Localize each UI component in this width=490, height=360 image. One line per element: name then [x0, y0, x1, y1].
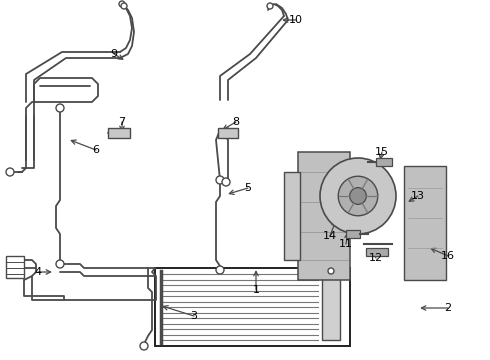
Text: 15: 15 — [375, 147, 389, 157]
Circle shape — [267, 3, 273, 9]
Circle shape — [56, 260, 64, 268]
Text: 7: 7 — [119, 117, 125, 127]
Text: 16: 16 — [441, 251, 455, 261]
Circle shape — [338, 176, 378, 216]
Bar — [284, 172, 300, 260]
Text: 5: 5 — [245, 183, 251, 193]
Text: 10: 10 — [289, 15, 303, 25]
Bar — [298, 152, 350, 280]
Circle shape — [216, 266, 224, 274]
Circle shape — [140, 342, 148, 350]
Bar — [376, 158, 392, 166]
Text: 8: 8 — [232, 117, 240, 127]
Text: 2: 2 — [444, 303, 452, 313]
Text: 3: 3 — [191, 311, 197, 321]
Bar — [6, 256, 24, 278]
Text: 4: 4 — [34, 267, 42, 277]
Circle shape — [328, 268, 334, 274]
Bar — [346, 230, 360, 238]
Bar — [218, 128, 238, 138]
Circle shape — [6, 168, 14, 176]
Text: 9: 9 — [110, 49, 118, 59]
Text: 11: 11 — [339, 239, 353, 249]
Circle shape — [56, 104, 64, 112]
Circle shape — [320, 158, 396, 234]
Text: 14: 14 — [323, 231, 337, 241]
Text: 1: 1 — [252, 285, 260, 295]
Circle shape — [119, 1, 125, 7]
Circle shape — [216, 176, 224, 184]
Circle shape — [121, 3, 127, 9]
Bar — [322, 274, 340, 340]
Text: 6: 6 — [93, 145, 99, 155]
Circle shape — [350, 188, 367, 204]
Bar — [155, 268, 350, 346]
FancyBboxPatch shape — [404, 166, 446, 280]
Text: 12: 12 — [369, 253, 383, 263]
Bar — [366, 248, 388, 256]
Circle shape — [222, 178, 230, 186]
Text: 13: 13 — [411, 191, 425, 201]
Bar — [108, 128, 130, 138]
